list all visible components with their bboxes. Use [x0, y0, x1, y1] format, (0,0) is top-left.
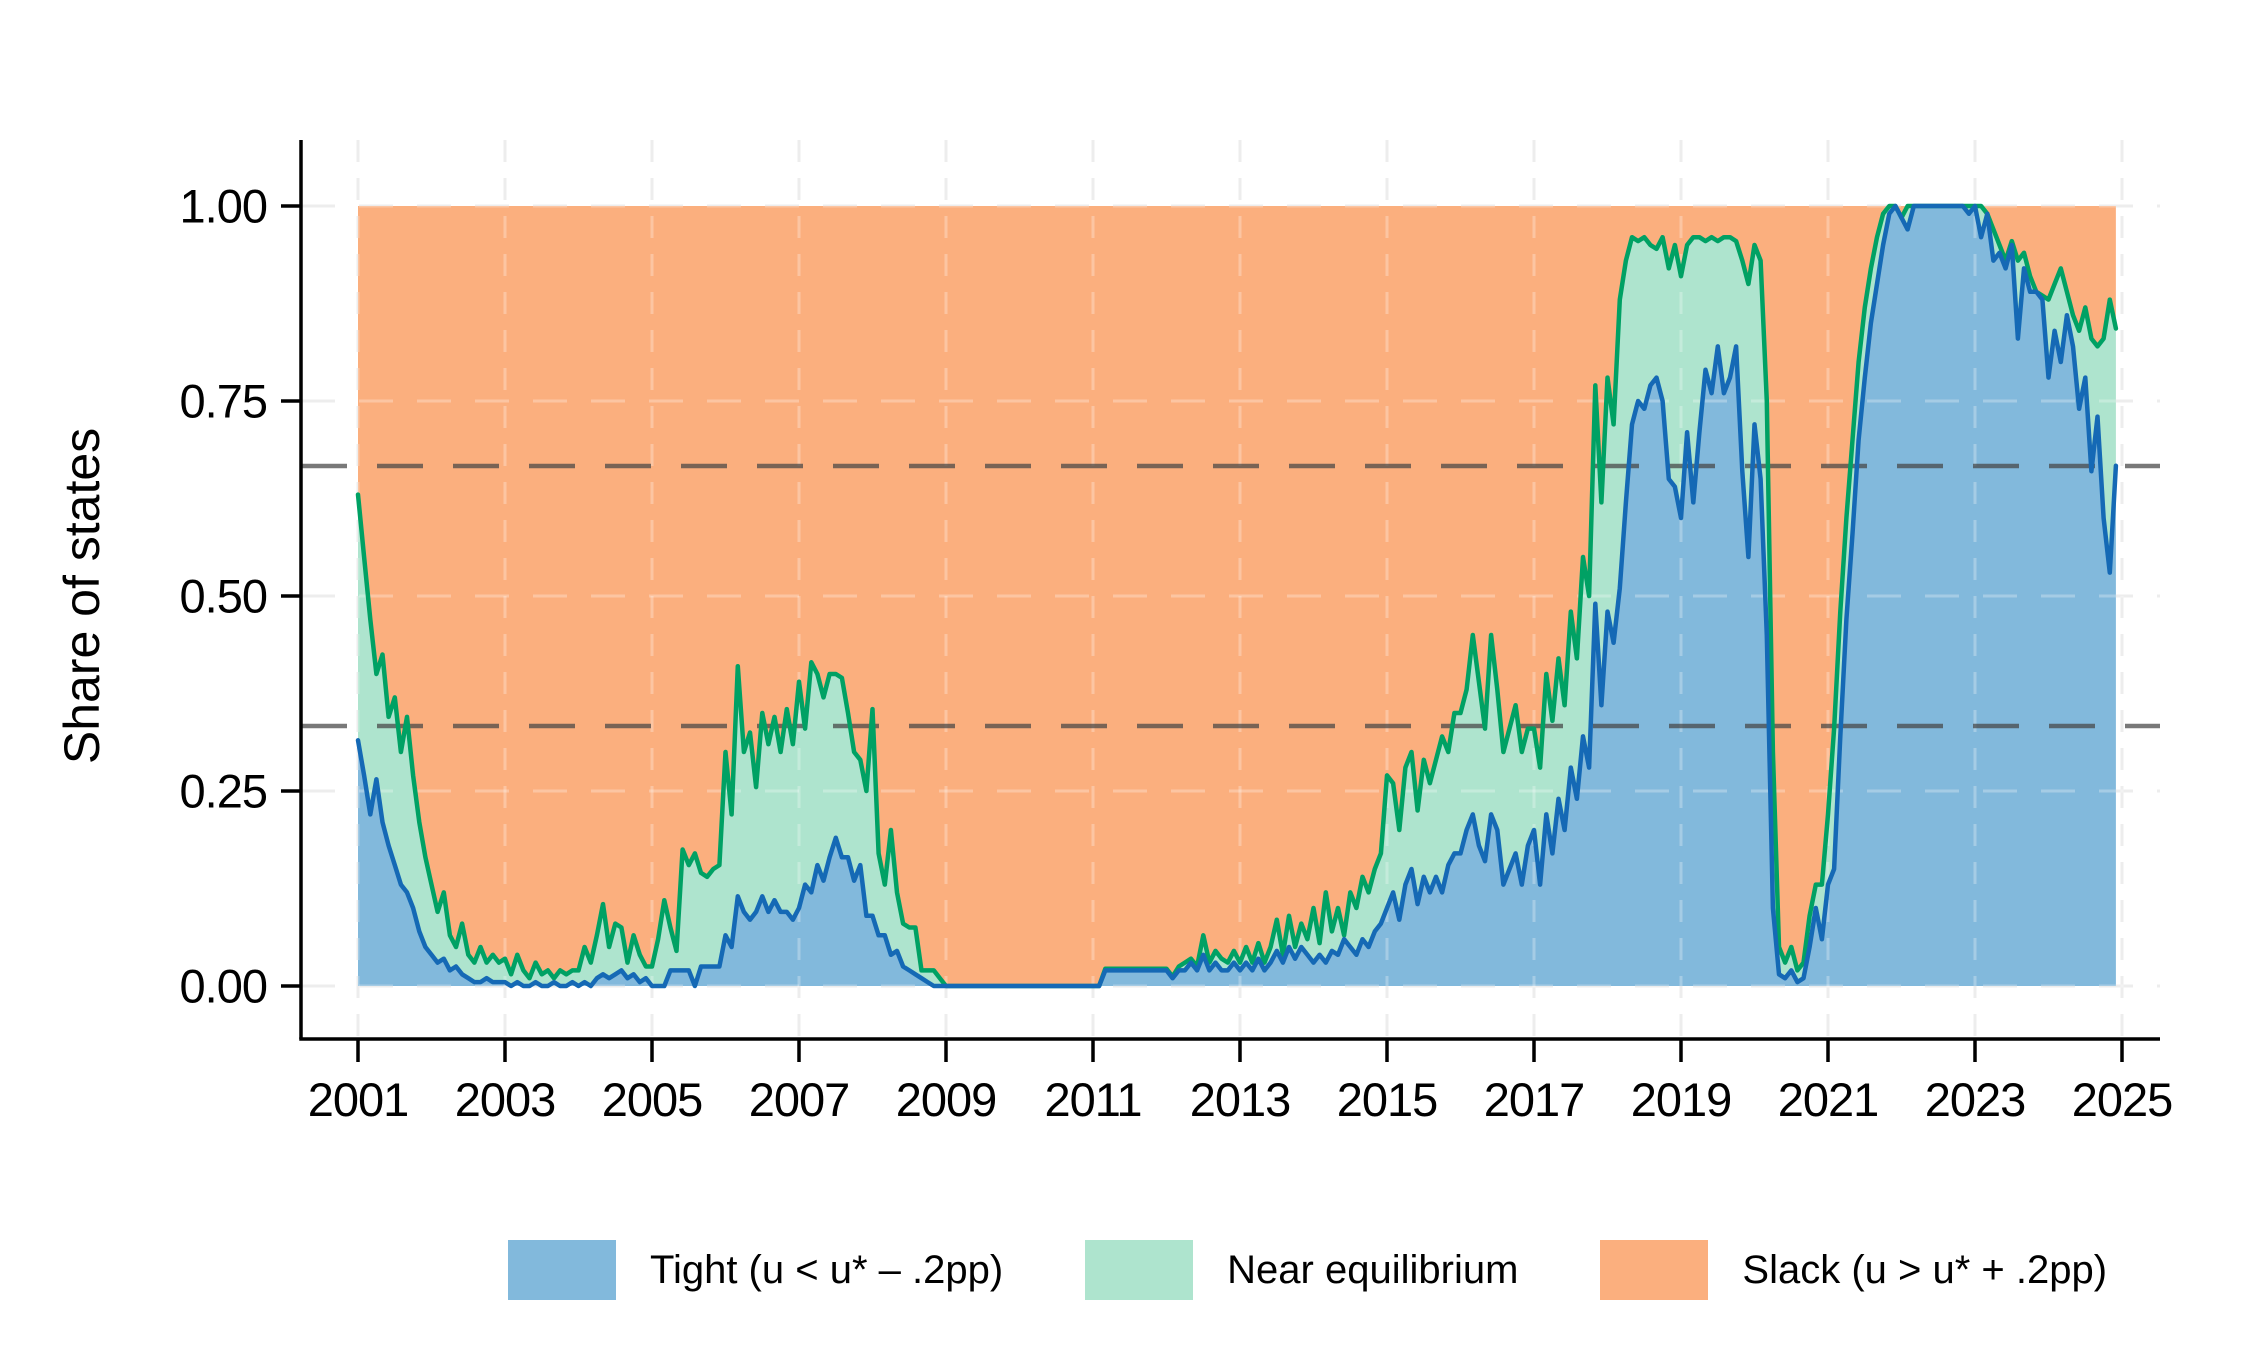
legend-swatch-2	[1600, 1240, 1709, 1300]
legend-label-2: Slack (u > u* + .2pp)	[1742, 1247, 2108, 1292]
x-tick-label-2019: 2019	[1630, 1073, 1733, 1126]
legend-label-1: Near equilibrium	[1227, 1247, 1519, 1292]
legend: Tight (u < u* – .2pp) Near equilibrium Sla…	[508, 1240, 2107, 1300]
legend-swatch-0	[508, 1240, 616, 1300]
near-equilibrium-line	[355, 203, 2119, 989]
x-tick-label-2009: 2009	[895, 1073, 998, 1126]
legend-swatch-1	[1085, 1240, 1194, 1300]
x-tick-label-2017: 2017	[1483, 1073, 1586, 1126]
x-tick-label-2021: 2021	[1777, 1073, 1880, 1126]
y-tick-label-1.00: 1.00	[179, 179, 268, 233]
legend-item-0: Tight (u < u* – .2pp)	[508, 1240, 1003, 1300]
x-tick-label-2015: 2015	[1336, 1073, 1439, 1126]
x-tick-label-2025: 2025	[2071, 1073, 2174, 1126]
y-tick-label-0.25: 0.25	[179, 764, 268, 818]
x-tick-label-2013: 2013	[1189, 1073, 1292, 1126]
x-tick-label-2007: 2007	[748, 1073, 851, 1126]
y-tick-label-0.75: 0.75	[179, 374, 268, 428]
y-tick-label-0.00: 0.00	[179, 959, 268, 1013]
legend-label-0: Tight (u < u* – .2pp)	[650, 1247, 1004, 1292]
tight-line	[355, 203, 2119, 989]
y-axis-title: Share of states	[54, 427, 110, 765]
slack-area	[358, 206, 2116, 986]
x-tick-label-2011: 2011	[1044, 1073, 1142, 1126]
x-tick-label-2003: 2003	[454, 1073, 557, 1126]
x-tick-label-2005: 2005	[601, 1073, 704, 1126]
tight-area	[358, 206, 2116, 986]
y-tick-label-0.50: 0.50	[179, 569, 268, 623]
x-tick-label-2001: 2001	[307, 1073, 410, 1126]
legend-item-2: Slack (u > u* + .2pp)	[1600, 1240, 2107, 1300]
near-equilibrium-area	[358, 206, 2116, 986]
legend-item-1: Near equilibrium	[1085, 1240, 1518, 1300]
x-tick-label-2023: 2023	[1924, 1073, 2027, 1126]
